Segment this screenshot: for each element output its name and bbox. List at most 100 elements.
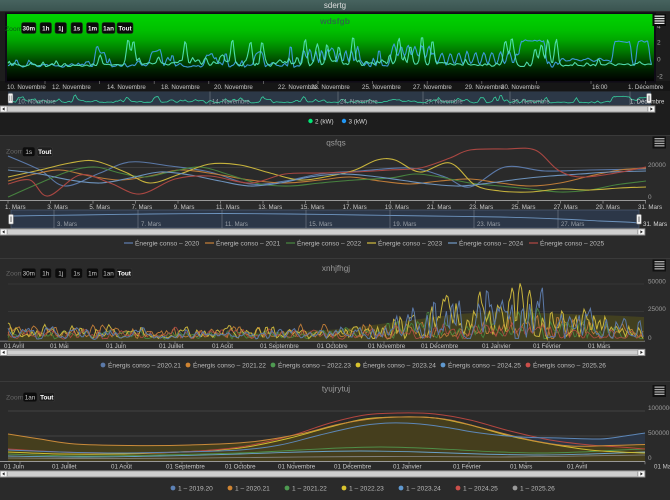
svg-text:30. Novembre: 30. Novembre — [512, 100, 550, 106]
svg-text:7. Mars: 7. Mars — [132, 204, 153, 211]
svg-text:30m: 30m — [23, 271, 35, 278]
svg-text:7. Mars: 7. Mars — [141, 222, 161, 228]
svg-text:01 Janvier: 01 Janvier — [393, 464, 422, 471]
svg-text:27. Mars: 27. Mars — [554, 204, 578, 211]
svg-text:23. Mars: 23. Mars — [477, 222, 500, 228]
svg-text:1an: 1an — [103, 25, 114, 32]
svg-text:27. Mars: 27. Mars — [561, 222, 584, 228]
svg-text:01 Novembre: 01 Novembre — [278, 464, 316, 471]
svg-text:01 Février: 01 Février — [533, 343, 561, 350]
svg-text:xnhjfhgj: xnhjfhgj — [322, 264, 350, 273]
svg-text:10. Novembre: 10. Novembre — [7, 84, 46, 91]
svg-text:01 Mai: 01 Mai — [50, 343, 69, 350]
svg-text:9. Mars: 9. Mars — [174, 204, 195, 211]
svg-text:01 Février: 01 Février — [453, 464, 481, 471]
svg-text:Tout: Tout — [38, 149, 52, 156]
svg-text:50000: 50000 — [648, 279, 666, 286]
svg-text:1 – 2022.23: 1 – 2022.23 — [349, 486, 384, 493]
svg-text:01 Juillet: 01 Juillet — [52, 464, 77, 471]
svg-text:1. Mars: 1. Mars — [5, 204, 26, 211]
svg-text:5. Mars: 5. Mars — [89, 204, 110, 211]
svg-text:01 Octobre: 01 Octobre — [317, 343, 348, 350]
svg-text:Énergie conso – 2022: Énergie conso – 2022 — [297, 239, 361, 248]
svg-text:21. Mars: 21. Mars — [427, 204, 451, 211]
svg-text:1s: 1s — [73, 25, 81, 32]
svg-text:10. Novembre: 10. Novembre — [18, 100, 56, 106]
svg-text:20. Novembre: 20. Novembre — [214, 84, 253, 91]
svg-text:0: 0 — [648, 455, 652, 462]
svg-text:Énergie conso – 2023: Énergie conso – 2023 — [378, 239, 442, 248]
svg-text:11. Mars: 11. Mars — [225, 222, 248, 228]
svg-text:01 Mai: 01 Mai — [654, 464, 670, 471]
svg-text:27. Novembre: 27. Novembre — [413, 84, 452, 91]
svg-text:30. Novembre: 30. Novembre — [501, 84, 540, 91]
svg-text:23. Mars: 23. Mars — [469, 204, 493, 211]
svg-text:31. Mars: 31. Mars — [638, 204, 662, 211]
svg-text:01 Septembre: 01 Septembre — [166, 464, 205, 471]
svg-text:Énergie conso – 2024: Énergie conso – 2024 — [459, 239, 523, 248]
svg-text:01 Juin: 01 Juin — [106, 343, 127, 350]
svg-text:2: 2 — [657, 40, 661, 47]
svg-text:18. Novembre: 18. Novembre — [161, 84, 200, 91]
svg-text:01 Août: 01 Août — [212, 343, 233, 350]
svg-text:1s: 1s — [73, 271, 80, 278]
svg-text:01 Mars: 01 Mars — [588, 343, 610, 350]
svg-text:01 Juillet: 01 Juillet — [159, 343, 184, 350]
svg-text:01 Janvier: 01 Janvier — [482, 343, 511, 350]
svg-text:1m: 1m — [88, 271, 97, 278]
svg-text:25. Mars: 25. Mars — [511, 204, 535, 211]
svg-text:22. Novembre: 22. Novembre — [278, 84, 317, 91]
svg-text:Énergis conso – 2024.25: Énergis conso – 2024.25 — [448, 361, 521, 370]
svg-text:19. Mars: 19. Mars — [393, 222, 416, 228]
svg-text:Zoom: Zoom — [5, 26, 23, 33]
svg-text:01 Avril: 01 Avril — [567, 464, 587, 471]
svg-text:1 – 2019.20: 1 – 2019.20 — [178, 486, 213, 493]
svg-text:29. Mars: 29. Mars — [596, 204, 620, 211]
svg-text:1an: 1an — [103, 271, 114, 278]
svg-text:Zoom: Zoom — [6, 149, 24, 156]
svg-text:1 – 2024.25: 1 – 2024.25 — [463, 486, 498, 493]
svg-text:Zoom: Zoom — [6, 271, 24, 278]
svg-text:13. Mars: 13. Mars — [258, 204, 282, 211]
svg-text:0: 0 — [657, 56, 661, 63]
svg-text:23. Novembre: 23. Novembre — [311, 84, 350, 91]
svg-text:01 Novembre: 01 Novembre — [368, 343, 406, 350]
svg-text:Énergis conso – 2023.24: Énergis conso – 2023.24 — [363, 361, 436, 370]
svg-text:01 Août: 01 Août — [111, 464, 132, 471]
svg-text:30m: 30m — [22, 25, 35, 32]
svg-text:Tout: Tout — [40, 394, 54, 401]
svg-text:Tout: Tout — [118, 271, 132, 278]
svg-text:01 Octobre: 01 Octobre — [225, 464, 256, 471]
svg-text:1 – 2020.21: 1 – 2020.21 — [235, 486, 270, 493]
svg-text:20000: 20000 — [648, 162, 666, 169]
svg-text:1 – 2021.22: 1 – 2021.22 — [292, 486, 327, 493]
svg-text:24. Novembre: 24. Novembre — [340, 100, 378, 106]
svg-text:12. Novembre: 12. Novembre — [52, 84, 91, 91]
svg-text:500000: 500000 — [648, 430, 670, 437]
svg-text:01 Mars: 01 Mars — [510, 464, 532, 471]
svg-text:1m: 1m — [88, 25, 98, 32]
svg-text:-2: -2 — [657, 74, 663, 81]
svg-text:16:00: 16:00 — [592, 84, 608, 91]
svg-text:3 (kW): 3 (kW) — [349, 118, 368, 125]
svg-text:Énergis conso – 2025.26: Énergis conso – 2025.26 — [533, 361, 606, 370]
svg-text:31. Mars: 31. Mars — [643, 221, 667, 228]
svg-text:14. Novembre: 14. Novembre — [107, 84, 146, 91]
svg-text:Énergie conso – 2021: Énergie conso – 2021 — [216, 239, 280, 248]
svg-text:Zoom: Zoom — [6, 395, 24, 402]
svg-text:tyujrytuj: tyujrytuj — [322, 385, 350, 394]
svg-text:1h: 1h — [42, 271, 50, 278]
svg-text:1 – 2023.24: 1 – 2023.24 — [406, 486, 441, 493]
svg-text:27. Novembre: 27. Novembre — [425, 100, 463, 106]
svg-text:wdsfgb: wdsfgb — [319, 16, 350, 26]
svg-text:Énergie conso – 2025: Énergie conso – 2025 — [540, 239, 604, 248]
svg-text:1j: 1j — [58, 25, 64, 32]
svg-text:Tout: Tout — [118, 25, 132, 32]
svg-text:0: 0 — [648, 335, 652, 342]
svg-text:15. Mars: 15. Mars — [309, 222, 332, 228]
svg-text:1 – 2025.26: 1 – 2025.26 — [520, 486, 555, 493]
svg-text:15. Mars: 15. Mars — [300, 204, 324, 211]
svg-text:17. Mars: 17. Mars — [343, 204, 367, 211]
svg-text:4: 4 — [657, 24, 661, 31]
svg-text:14. Novembre: 14. Novembre — [212, 100, 250, 106]
